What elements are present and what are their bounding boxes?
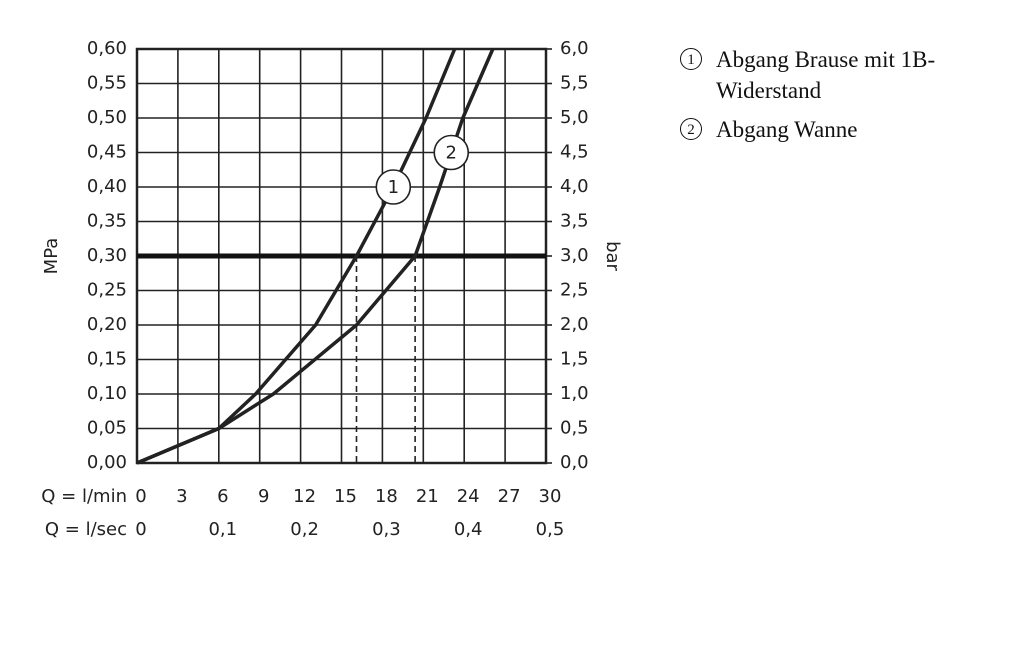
y-tick-label: 0,35 [87,211,127,232]
x-axis-label: Q = l/min [41,486,127,507]
y2-tick-label: 5,5 [560,73,589,94]
x2-tick-label: 0,3 [372,519,401,540]
y-tick-label: 0,25 [87,280,127,301]
y2-tick-label: 1,5 [560,349,589,370]
legend-label: Abgang Brause mit 1B-Widerstand [716,47,936,103]
curve-marker [433,134,470,171]
y-tick-label: 0,50 [87,107,127,128]
legend-marker: 2 [680,118,702,140]
y-tick-label: 0,40 [87,176,127,197]
legend-entry: 1 Abgang Brause mit 1B-Widerstand [680,44,970,106]
x2-tick-label: 0,4 [454,519,483,540]
y2-tick-label: 0,5 [560,418,589,439]
legend-label: Abgang Wanne [716,117,858,142]
y-tick-label: 0,55 [87,73,127,94]
x-tick-label: 0 [135,486,146,507]
y2-tick-label: 3,0 [560,245,589,266]
x2-axis-label: Q = l/sec [45,519,127,540]
x-tick-label: 6 [217,486,228,507]
x-tick-label: 12 [293,486,316,507]
x-tick-label: 18 [375,486,398,507]
y2-tick-label: 2,5 [560,280,589,301]
y2-tick-label: 2,0 [560,314,589,335]
y2-tick-label: 5,0 [560,107,589,128]
y2-tick-label: 6,0 [560,38,589,59]
y2-tick-label: 4,0 [560,176,589,197]
x-tick-label: 21 [416,486,439,507]
curve-marker-label: 2 [446,143,457,164]
x2-tick-label: 0 [135,519,146,540]
curve [136,48,495,465]
y-axis-label: MPa [41,238,62,275]
x-tick-label: 30 [539,486,562,507]
x-tick-label: 3 [176,486,187,507]
y2-tick-label: 1,0 [560,383,589,404]
legend-marker: 1 [680,48,702,70]
x2-tick-label: 0,5 [536,519,565,540]
y2-tick-label: 3,5 [560,211,589,232]
y2-axis-label: bar [602,241,623,271]
x-tick-label: 9 [258,486,269,507]
y-tick-label: 0,00 [87,452,127,473]
legend-entry: 2 Abgang Wanne [680,114,970,145]
y2-tick-label: 0,0 [560,452,589,473]
y-tick-label: 0,05 [87,418,127,439]
y-tick-label: 0,30 [87,245,127,266]
x-tick-label: 24 [457,486,480,507]
y-tick-label: 0,20 [87,314,127,335]
y-tick-label: 0,60 [87,38,127,59]
chart: MPa bar Q = l/min Q = l/sec 0,000,050,10… [41,38,623,540]
x-tick-label: 27 [498,486,521,507]
y2-tick-label: 4,5 [560,142,589,163]
x-tick-label: 15 [334,486,357,507]
y-tick-label: 0,15 [87,349,127,370]
x2-tick-label: 0,1 [208,519,237,540]
curve-marker [375,169,412,205]
y-tick-label: 0,10 [87,383,127,404]
x2-tick-label: 0,2 [290,519,319,540]
legend: 1 Abgang Brause mit 1B-Widerstand 2 Abgang … [680,44,970,153]
curve-marker-label: 1 [388,177,399,198]
y-tick-label: 0,45 [87,142,127,163]
